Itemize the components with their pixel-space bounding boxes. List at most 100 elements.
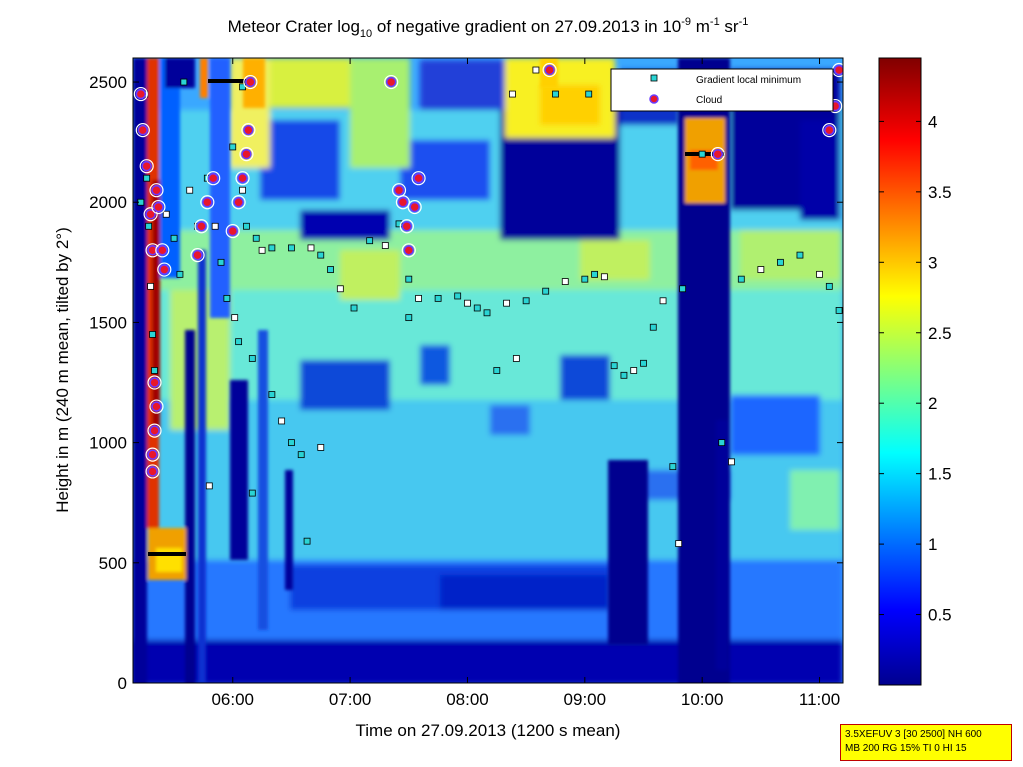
gradient-minimum-point xyxy=(737,275,745,283)
cloud-point xyxy=(413,172,424,184)
cloud-point xyxy=(712,148,724,160)
cloud-point xyxy=(409,201,420,213)
gradient-minimum-point xyxy=(366,237,374,245)
legend: Gradient local minimum Cloud xyxy=(610,68,834,112)
colorbar-tick-label: 3.5 xyxy=(928,183,952,202)
legend-cloud-marker xyxy=(649,94,659,104)
cloud-point xyxy=(385,76,397,88)
colorbar-ticks: 0.5 1 1.5 2 2.5 3 3.5 4 xyxy=(879,112,952,625)
gradient-minimum-point xyxy=(816,270,823,278)
cloud-point xyxy=(237,172,248,184)
gradient-minimum-point xyxy=(297,451,305,459)
cloud-point xyxy=(544,64,555,76)
cloud-point xyxy=(202,196,213,208)
y-tick-label: 0 xyxy=(118,674,127,693)
settings-info-box: 3.5XEFUV 3 [30 2500] NH 600 MB 200 RG 15… xyxy=(840,724,1012,761)
cloud-point xyxy=(153,201,164,213)
gradient-minimum-point xyxy=(561,278,569,285)
gradient-minimum-point xyxy=(796,251,804,259)
gradient-minimum-point xyxy=(585,90,593,98)
gradient-minimum-point xyxy=(268,244,276,252)
gradient-minimum-point xyxy=(143,174,151,182)
gradient-minimum-point xyxy=(303,537,311,545)
cloud-point xyxy=(145,208,156,220)
gradient-minimum-point xyxy=(620,371,628,379)
x-tick-label: 09:00 xyxy=(564,690,607,709)
heatmap-field xyxy=(133,58,843,683)
gradient-minimum-point xyxy=(180,78,188,86)
cloud-point xyxy=(141,160,152,172)
colorbar-tick-label: 1 xyxy=(928,535,937,554)
info-line-2: MB 200 RG 15% TI 0 HI 15 xyxy=(845,743,967,754)
gradient-minimum-point xyxy=(718,439,726,447)
cloud-point-halo xyxy=(384,74,399,90)
plot-frame xyxy=(132,57,844,684)
cloud-point-halo xyxy=(411,171,426,186)
cloud-point xyxy=(245,76,256,88)
gradient-minimum-point xyxy=(176,270,184,278)
x-axis: 06:00 07:00 08:00 09:00 10:00 11:00 xyxy=(211,58,840,709)
cloud-point xyxy=(135,88,147,100)
cloud-point xyxy=(137,124,149,136)
gradient-minimum-point xyxy=(405,275,413,283)
gradient-minimum-point xyxy=(630,367,638,374)
chart-title: Meteor Crater log10 of negative gradient… xyxy=(228,16,749,40)
gradient-minimum-point xyxy=(243,222,250,230)
cloud-point-halo xyxy=(143,207,158,222)
cloud-point-halo xyxy=(147,375,162,390)
cloud-point-halo xyxy=(395,195,411,210)
cloud-point xyxy=(196,220,207,232)
cloud-point-halo xyxy=(542,62,557,78)
gradient-minimum-point xyxy=(483,309,491,317)
gradient-minimum-point xyxy=(509,90,516,98)
gradient-minimum-point xyxy=(542,287,550,295)
cloud-point-halo xyxy=(133,86,148,102)
y-tick-label: 1500 xyxy=(89,313,127,332)
cloud-point-halo xyxy=(157,262,172,277)
gradient-minimum-point xyxy=(229,143,237,151)
cloud-point-halo xyxy=(822,123,837,138)
cloud-point-halo xyxy=(155,243,170,258)
cloud-point-halo xyxy=(231,195,246,210)
gradient-minimum-point xyxy=(327,266,334,273)
cloud-markers xyxy=(133,62,843,479)
y-tick-label: 1000 xyxy=(89,434,127,453)
gradient-minimum-point xyxy=(825,282,833,290)
cloud-point xyxy=(147,466,158,477)
gradient-minimum-point xyxy=(649,323,657,331)
cloud-point-halo xyxy=(241,123,256,138)
cloud-point-halo xyxy=(139,159,154,174)
gradient-minimum-point xyxy=(581,275,589,283)
cloud-point xyxy=(241,148,252,160)
gradient-minimum-point xyxy=(512,355,520,362)
cloud-point-halo xyxy=(200,195,215,210)
gradient-minimum-point xyxy=(552,90,559,98)
gradient-minimum-point xyxy=(258,246,266,254)
gradient-minimum-point xyxy=(147,282,155,290)
gradient-minimum-point xyxy=(317,444,325,451)
gradient-minimum-point xyxy=(317,251,325,259)
cloud-point xyxy=(233,196,244,208)
gradient-minimum-point xyxy=(239,186,246,194)
gradient-minimum-markers xyxy=(137,66,843,547)
gradient-minimum-point xyxy=(405,314,413,322)
gradient-minimum-point xyxy=(464,299,471,307)
colorbar-tick-label: 4 xyxy=(928,112,937,131)
gradient-minimum-point xyxy=(493,367,501,374)
cloud-point-halo xyxy=(151,199,166,215)
cloud-point xyxy=(192,249,203,261)
gradient-minimum-point xyxy=(728,458,735,466)
gradient-minimum-point xyxy=(600,273,608,281)
gradient-minimum-point xyxy=(757,266,765,273)
x-tick-label: 11:00 xyxy=(799,690,840,709)
cloud-point xyxy=(158,264,170,275)
gradient-minimum-point xyxy=(698,150,706,158)
gradient-minimum-point xyxy=(503,299,510,307)
cloud-point xyxy=(227,225,239,237)
cloud-point-halo xyxy=(401,243,416,258)
cloud-point xyxy=(149,377,160,388)
gradient-minimum-point xyxy=(288,439,295,447)
cloud-point-halo xyxy=(235,171,250,186)
gradient-minimum-point xyxy=(675,540,683,547)
